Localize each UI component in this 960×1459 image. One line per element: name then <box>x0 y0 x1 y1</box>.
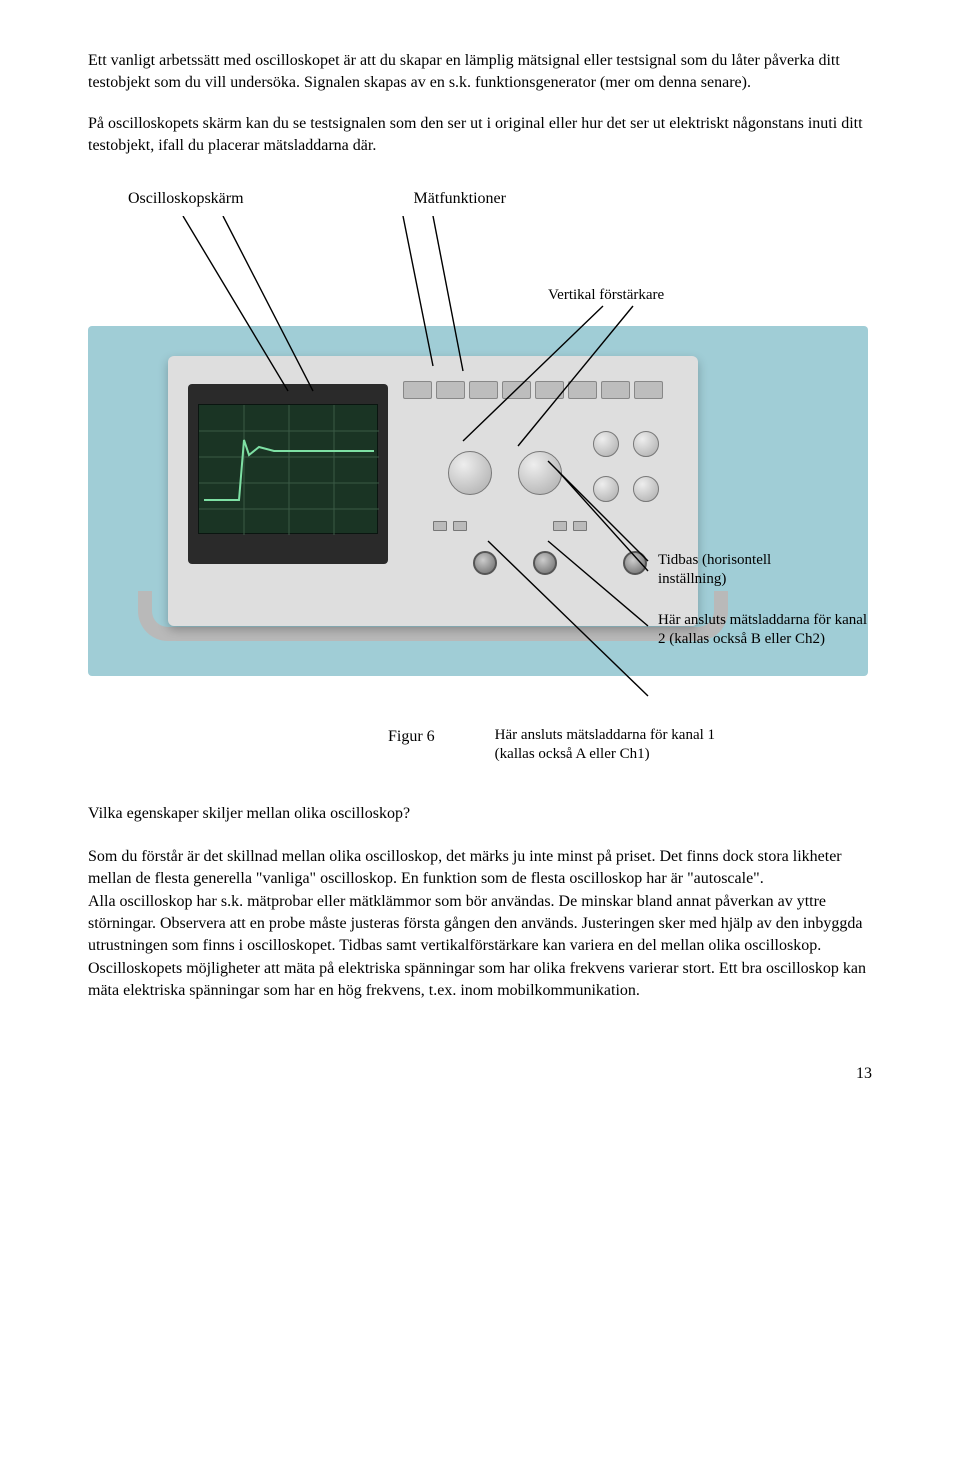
knob-trigger-2 <box>633 431 659 457</box>
paragraph-body-1: Som du förstår är det skillnad mellan ol… <box>88 846 872 891</box>
page-number: 13 <box>88 1063 872 1085</box>
scope-crt <box>198 404 378 534</box>
paragraph-intro-2: På oscilloskopets skärm kan du se testsi… <box>88 113 872 158</box>
knob-vertical <box>448 451 492 495</box>
scope-body <box>168 356 698 626</box>
control-panel <box>403 381 683 606</box>
mini-btn-4 <box>573 521 587 531</box>
label-ch1: Här ansluts mätsladdarna för kanal 1 (ka… <box>495 726 725 764</box>
oscilloscope-diagram: Vertikal förstärkare <box>88 216 868 706</box>
bnc-ch1 <box>473 551 497 575</box>
label-timebase: Tidbas (horisontell inställning) <box>658 551 838 589</box>
figure-caption-row: Figur 6 Här ansluts mätsladdarna för kan… <box>88 726 872 764</box>
bnc-ch2 <box>533 551 557 575</box>
knob-trigger-4 <box>633 476 659 502</box>
label-ch2: Här ansluts mätsladdarna för kanal 2 (ka… <box>658 611 868 649</box>
scope-screen-bezel <box>188 384 388 564</box>
label-screen: Oscilloskopskärm <box>128 188 244 210</box>
top-labels-row: Oscilloskopskärm Mätfunktioner <box>128 188 872 210</box>
paragraph-intro-1: Ett vanligt arbetssätt med oscilloskopet… <box>88 50 872 95</box>
knob-trigger-1 <box>593 431 619 457</box>
label-funcs: Mätfunktioner <box>414 188 506 210</box>
scope-trace <box>199 405 379 535</box>
knob-timebase <box>518 451 562 495</box>
subheading: Vilka egenskaper skiljer mellan olika os… <box>88 803 872 825</box>
figure-label: Figur 6 <box>388 726 435 748</box>
label-vertical-amp: Vertikal förstärkare <box>548 286 664 305</box>
mini-btn-3 <box>553 521 567 531</box>
bnc-ext <box>623 551 647 575</box>
knob-trigger-3 <box>593 476 619 502</box>
paragraph-body-2: Alla oscilloskop har s.k. mätprobar elle… <box>88 891 872 1003</box>
mini-btn-2 <box>453 521 467 531</box>
mini-btn-1 <box>433 521 447 531</box>
button-strip <box>403 381 663 399</box>
